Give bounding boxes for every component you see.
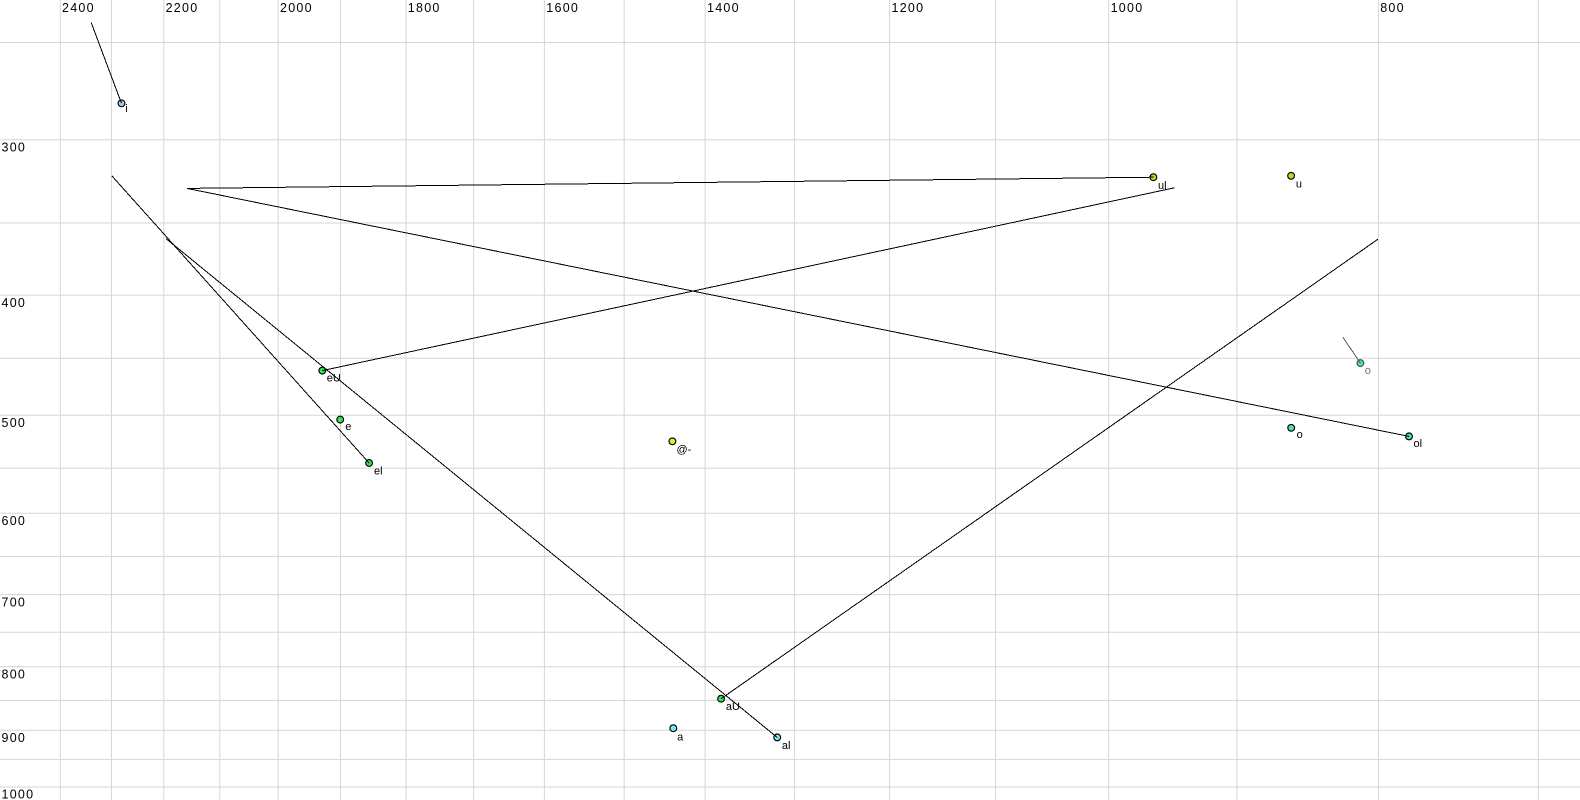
svg-text:i: i bbox=[125, 103, 127, 115]
svg-text:1200: 1200 bbox=[892, 1, 925, 15]
svg-text:ul: ul bbox=[1158, 180, 1167, 192]
svg-text:1600: 1600 bbox=[546, 1, 579, 15]
svg-text:al: al bbox=[782, 740, 791, 752]
svg-text:800: 800 bbox=[2, 668, 27, 682]
svg-text:1000: 1000 bbox=[1111, 1, 1144, 15]
svg-text:aU: aU bbox=[726, 701, 740, 713]
svg-text:o: o bbox=[1297, 429, 1303, 441]
svg-text:u: u bbox=[1296, 179, 1302, 191]
svg-text:eU: eU bbox=[327, 373, 341, 385]
svg-text:ol: ol bbox=[1414, 438, 1423, 450]
svg-text:1800: 1800 bbox=[408, 1, 441, 15]
svg-text:1000: 1000 bbox=[2, 788, 35, 800]
svg-text:900: 900 bbox=[2, 731, 27, 745]
svg-text:300: 300 bbox=[2, 140, 27, 154]
svg-text:700: 700 bbox=[2, 595, 27, 609]
svg-text:2000: 2000 bbox=[280, 1, 313, 15]
svg-text:800: 800 bbox=[1380, 1, 1405, 15]
svg-text:600: 600 bbox=[2, 514, 27, 528]
svg-text:2400: 2400 bbox=[62, 1, 95, 15]
svg-text:a: a bbox=[677, 732, 684, 744]
svg-text:e: e bbox=[345, 421, 351, 433]
svg-text:400: 400 bbox=[2, 296, 27, 310]
svg-text:@-: @- bbox=[677, 444, 692, 456]
svg-text:1400: 1400 bbox=[707, 1, 740, 15]
svg-text:2200: 2200 bbox=[166, 1, 199, 15]
svg-text:el: el bbox=[374, 465, 383, 477]
svg-text:o: o bbox=[1365, 365, 1371, 377]
svg-text:500: 500 bbox=[2, 416, 27, 430]
